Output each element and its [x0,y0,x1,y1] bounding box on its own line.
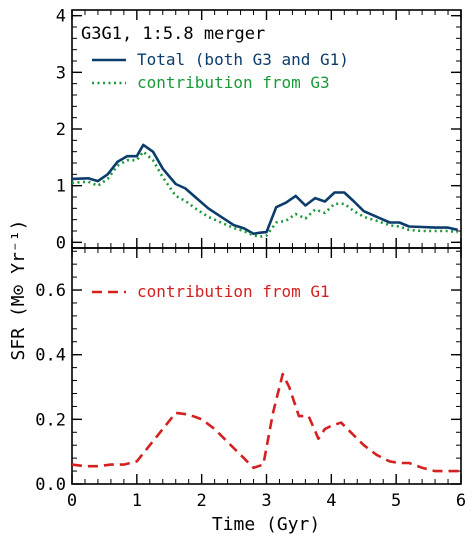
legend-label-g3: contribution from G3 [137,73,330,92]
legend-label-g1: contribution from G1 [137,282,330,301]
legend-label-total: Total (both G3 and G1) [137,50,349,69]
x-tick-label: 2 [197,491,207,511]
series-layer [71,143,461,473]
y-tick-label: 0.2 [35,410,66,430]
x-tick-label: 3 [261,491,271,511]
y-tick-label: 0.6 [35,281,66,301]
x-tick-label: 1 [132,491,142,511]
top-panel-frame [71,9,462,249]
x-tick-label: 0 [67,491,77,511]
x-tick-label: 6 [456,491,466,511]
series-line-total-0-0 [71,143,459,236]
x-tick-label: 5 [391,491,401,511]
y-tick-label: 0 [56,233,66,253]
panel-title: G3G1, 1:5.8 merger [81,24,265,44]
y-tick-label: 4 [56,7,66,27]
y-tick-label: 3 [56,63,66,83]
y-tick-label: 0.4 [35,346,66,366]
axis-ticks: 0 1 2 3 4 0.0 0.2 0.4 0.6 0 1 2 3 4 5 6 [35,7,466,511]
y-tick-label: 0.0 [35,475,66,495]
x-tick-label: 4 [326,491,336,511]
y-tick-label: 2 [56,120,66,140]
x-axis-title: Time (Gyr) [212,514,320,535]
series-line-contribution-1-0 [71,372,461,473]
series-line-contribution-0-1 [71,150,458,238]
y-axis-title: SFR (M⊙ Yr⁻¹) [8,220,29,361]
y-tick-label: 1 [56,177,66,197]
